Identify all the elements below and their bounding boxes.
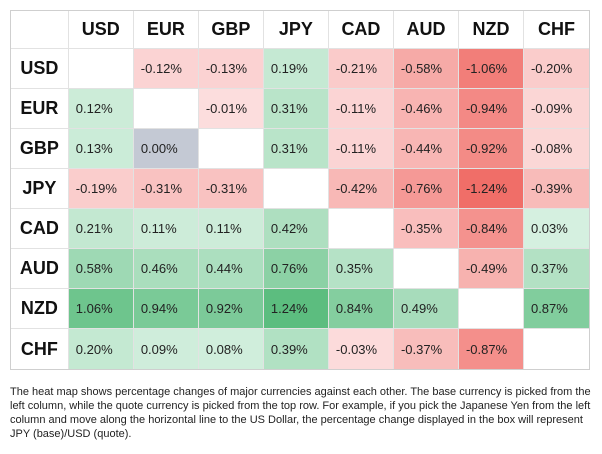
corner-cell [11,11,69,49]
heat-cell: 0.08% [198,329,264,369]
heat-cell: -0.35% [393,209,459,249]
heat-cell: -0.84% [458,209,524,249]
empty-cell [68,49,134,89]
heat-cell: 0.87% [523,289,589,329]
heat-cell: 0.46% [133,249,199,289]
heat-cell: -0.44% [393,129,459,169]
heat-cell: 0.03% [523,209,589,249]
caption: The heat map shows percentage changes of… [10,386,591,440]
heat-cell: 0.11% [198,209,264,249]
column-header: JPY [263,11,329,49]
column-header: EUR [133,11,199,49]
heat-cell: 0.00% [133,129,199,169]
heat-cell: 0.37% [523,249,589,289]
heat-cell: 0.13% [68,129,134,169]
column-header: USD [68,11,134,49]
heat-cell: -0.03% [328,329,394,369]
heat-cell: -0.12% [133,49,199,89]
heat-cell: 0.21% [68,209,134,249]
heat-cell: -0.01% [198,89,264,129]
table-row: AUD 0.58% 0.46% 0.44% 0.76% 0.35% -0.49% 0.37% [11,249,589,289]
row-header: CAD [11,209,69,249]
table-row: NZD 1.06% 0.94% 0.92% 1.24% 0.84% 0.49% 0.87% [11,289,589,329]
heat-cell: 0.12% [68,89,134,129]
heat-cell: -0.19% [68,169,134,209]
heat-cell: 0.76% [263,249,329,289]
heat-cell: 0.94% [133,289,199,329]
heat-cell: 0.39% [263,329,329,369]
row-header: GBP [11,129,69,169]
heat-cell: 0.84% [328,289,394,329]
heat-cell: -0.08% [523,129,589,169]
heat-cell: -0.49% [458,249,524,289]
heat-cell: 0.19% [263,49,329,89]
empty-cell [133,89,199,129]
heat-cell: 0.44% [198,249,264,289]
heat-cell: 0.09% [133,329,199,369]
table-row: CHF 0.20% 0.09% 0.08% 0.39% -0.03% -0.37% -0.87… [11,329,589,369]
table-row: EUR 0.12% -0.01% 0.31% -0.11% -0.46% -0.94% -0.… [11,89,589,129]
heat-cell: -0.31% [198,169,264,209]
row-header: NZD [11,289,69,329]
heat-cell: -0.31% [133,169,199,209]
heat-cell: 0.20% [68,329,134,369]
column-header: CAD [328,11,394,49]
table-row: JPY -0.19% -0.31% -0.31% -0.42% -0.76% -1.24% -… [11,169,589,209]
heat-cell: 0.92% [198,289,264,329]
table-row: GBP 0.13% 0.00% 0.31% -0.11% -0.44% -0.92% -0.0… [11,129,589,169]
heat-cell: 0.58% [68,249,134,289]
heat-cell: -0.13% [198,49,264,89]
row-header: AUD [11,249,69,289]
heat-map-table: USD EUR GBP JPY CAD AUD NZD CHF USD -0.12% -0.13% 0… [10,10,590,370]
heat-cell: 1.24% [263,289,329,329]
heat-cell: -0.87% [458,329,524,369]
heat-cell: -0.42% [328,169,394,209]
heat-cell: -0.94% [458,89,524,129]
column-header: CHF [524,11,590,49]
heat-cell: -0.11% [328,89,394,129]
heat-cell: 1.06% [68,289,134,329]
table-row: USD -0.12% -0.13% 0.19% -0.21% -0.58% -1.06% -0… [11,49,589,89]
column-header: AUD [393,11,459,49]
heat-cell: 0.11% [133,209,199,249]
heat-cell: -0.20% [523,49,589,89]
row-header: JPY [11,169,69,209]
heat-cell: -0.11% [328,129,394,169]
heat-cell: -0.39% [523,169,589,209]
heat-cell: 0.31% [263,89,329,129]
empty-cell [328,209,394,249]
empty-cell [198,129,264,169]
row-header: CHF [11,329,69,369]
heat-cell: 0.49% [393,289,459,329]
heat-cell: 0.35% [328,249,394,289]
empty-cell [393,249,459,289]
heat-cell: -0.37% [393,329,459,369]
empty-cell [263,169,329,209]
heat-cell: 0.31% [263,129,329,169]
heat-cell: -0.58% [393,49,459,89]
column-header: GBP [198,11,264,49]
header-row: USD EUR GBP JPY CAD AUD NZD CHF [11,11,590,49]
heat-cell: -0.09% [523,89,589,129]
empty-cell [458,289,524,329]
heat-cell: -0.21% [328,49,394,89]
empty-cell [524,329,589,369]
table-row: CAD 0.21% 0.11% 0.11% 0.42% -0.35% -0.84% 0.03% [11,209,589,249]
heat-cell: -0.46% [393,89,459,129]
heat-cell: -0.92% [458,129,524,169]
row-header: EUR [11,89,69,129]
row-header: USD [11,49,69,89]
heat-cell: -0.76% [393,169,459,209]
heat-cell: -1.06% [458,49,524,89]
heat-cell: 0.42% [263,209,329,249]
column-header: NZD [458,11,525,49]
heat-cell: -1.24% [458,169,524,209]
